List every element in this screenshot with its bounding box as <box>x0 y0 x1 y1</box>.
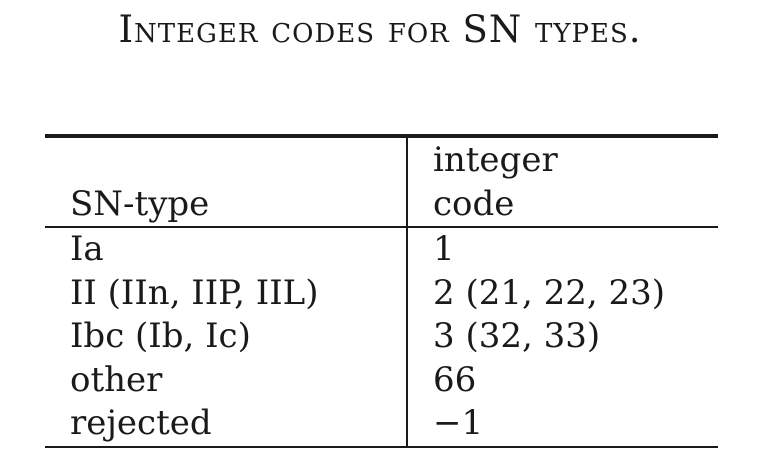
header-integer-code-line2: code <box>433 184 515 224</box>
cell-sn-type: Ia <box>45 228 408 272</box>
table-row: II (IIn, IIP, IIL) 2 (21, 22, 23) <box>45 271 718 316</box>
table-row: other 66 <box>45 358 718 403</box>
top-rule <box>45 134 718 138</box>
bottom-rule <box>45 445 718 448</box>
sn-type-table: SN-type integer code Ia 1 II (IIn, IIP, … <box>45 134 718 448</box>
table-caption: Integer codes for SN types. <box>118 8 642 51</box>
header-integer-code: integer code <box>408 138 718 226</box>
header-rule <box>45 226 718 228</box>
table-row: Ibc (Ib, Ic) 3 (32, 33) <box>45 315 718 359</box>
table-row: rejected −1 <box>45 402 718 446</box>
cell-sn-type: Ibc (Ib, Ic) <box>45 315 408 359</box>
table-body: Ia 1 II (IIn, IIP, IIL) 2 (21, 22, 23) I… <box>45 228 718 446</box>
cell-integer-code: 3 (32, 33) <box>433 316 601 357</box>
cell-integer-code: −1 <box>433 403 484 444</box>
cell-integer-code: 1 <box>433 229 455 269</box>
cell-sn-type: other <box>45 358 408 403</box>
table-row: Ia 1 <box>45 228 718 272</box>
header-sn-type-label: SN-type <box>70 184 210 224</box>
cell-integer-code: 2 (21, 22, 23) <box>433 272 665 313</box>
cell-sn-type: II (IIn, IIP, IIL) <box>45 271 408 316</box>
table-header-row: SN-type integer code <box>45 138 718 226</box>
cell-sn-type: rejected <box>45 402 408 446</box>
header-sn-type: SN-type <box>45 138 408 226</box>
cell-integer-code: 66 <box>433 359 477 400</box>
header-integer-code-line1: integer <box>433 140 558 180</box>
